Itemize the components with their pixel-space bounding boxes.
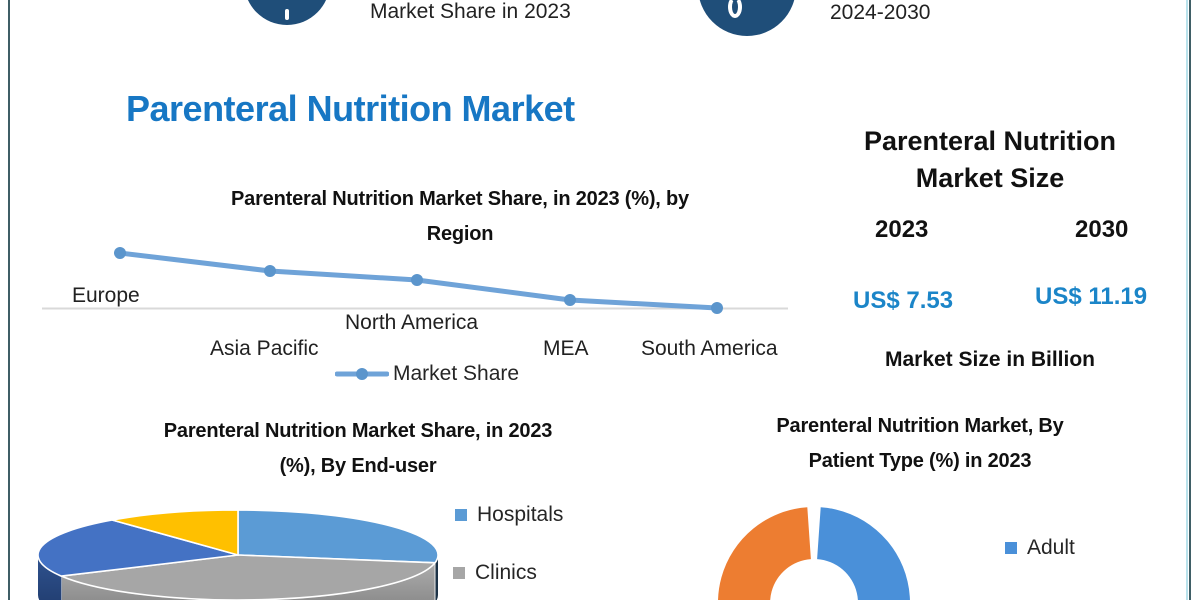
- adult-legend-label: Adult: [1027, 536, 1075, 559]
- patient-chart-title-line2: Patient Type (%) in 2023: [808, 450, 1032, 472]
- growth-glyph-icon: [728, 0, 742, 18]
- market-share-stat-icon: [244, 0, 330, 25]
- enduser-legend-clinics: Clinics: [453, 561, 537, 585]
- donut-slice-segment2: [718, 507, 811, 600]
- region-chart-title-line2: Region: [426, 223, 494, 245]
- patient-legend-adult: Adult: [1005, 536, 1075, 560]
- region-line-chart: [42, 247, 788, 314]
- category-label-north-america: North America: [345, 311, 479, 334]
- data-point-europe: [114, 247, 126, 259]
- header-right-label: 2024-2030: [830, 1, 931, 24]
- data-point-south-america: [711, 302, 723, 314]
- market-size-value-2023: US$ 7.53: [853, 287, 954, 314]
- pie-slice-clinics: [58, 554, 437, 600]
- frame-border-left: [8, 0, 10, 600]
- enduser-3d-pie-chart: [37, 509, 439, 600]
- enduser-legend-hospitals: Hospitals: [455, 503, 563, 527]
- frame-border-right-inner: [1186, 0, 1188, 600]
- pie-side-hospitals: [435, 555, 439, 600]
- header-left-label: Market Share in 2023: [370, 0, 571, 23]
- market-size-year-2023: 2023: [875, 216, 929, 243]
- patient-donut-chart: [718, 507, 910, 600]
- market-size-year-2030: 2030: [1075, 216, 1129, 243]
- market-size-title-line1: Parenteral Nutrition: [863, 126, 1117, 156]
- category-label-asia-pacific: Asia Pacific: [210, 337, 319, 360]
- market-size-value-2030: US$ 11.19: [1035, 283, 1148, 310]
- patient-chart-title-line1: Parenteral Nutrition Market, By: [776, 415, 1064, 437]
- data-point-north-america: [411, 274, 423, 286]
- data-point-asia-pacific: [264, 265, 276, 277]
- pie-slice-hospitals: [237, 509, 439, 564]
- region-chart-legend: Market Share: [335, 362, 519, 386]
- line-legend-marker-icon: [335, 368, 389, 380]
- forecast-period-icon: [698, 0, 796, 36]
- region-legend-label: Market Share: [393, 362, 520, 385]
- data-point-mea: [564, 294, 576, 306]
- region-chart-title-line1: Parenteral Nutrition Market Share, in 20…: [231, 188, 689, 210]
- adult-legend-swatch-icon: [1005, 542, 1017, 554]
- category-label-mea: MEA: [543, 337, 589, 360]
- hospitals-legend-swatch-icon: [455, 509, 467, 521]
- clinics-legend-label: Clinics: [475, 561, 537, 584]
- market-size-footnote: Market Size in Billion: [884, 348, 1096, 371]
- category-label-europe: Europe: [72, 284, 140, 307]
- gauge-needle-icon: [285, 9, 289, 20]
- pie-slice-segment3: [37, 519, 239, 577]
- hospitals-legend-label: Hospitals: [477, 503, 564, 526]
- donut-slice-adult: [817, 507, 910, 600]
- market-size-title-line2: Market Size: [915, 163, 1065, 193]
- page-title: Parenteral Nutrition Market: [126, 88, 575, 129]
- enduser-chart-title-line2: (%), By End-user: [279, 455, 437, 477]
- frame-border-right-outer: [1189, 0, 1191, 600]
- category-label-south-america: South America: [641, 337, 778, 360]
- enduser-chart-title-line1: Parenteral Nutrition Market Share, in 20…: [163, 420, 553, 442]
- clinics-legend-swatch-icon: [453, 567, 465, 579]
- pie-slice-segment4: [111, 509, 239, 557]
